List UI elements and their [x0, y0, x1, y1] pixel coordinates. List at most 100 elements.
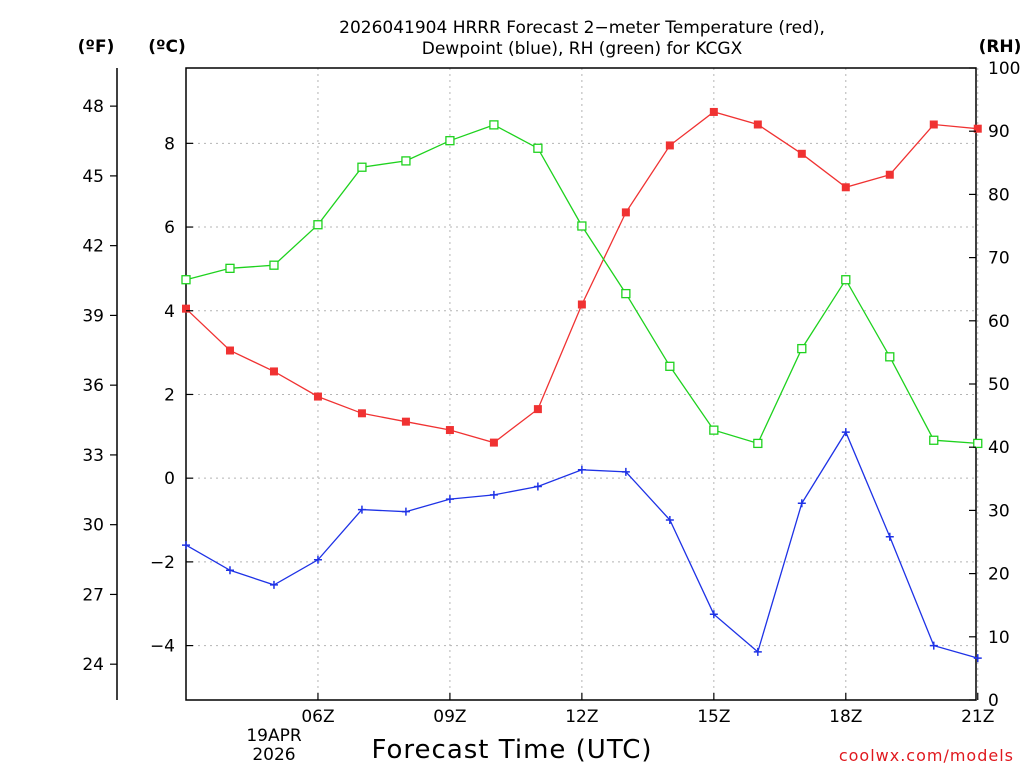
x-axis-label: Forecast Time (UTC) [371, 735, 652, 765]
rh-point-13 [621, 288, 631, 299]
2-meter-temperature-point-15 [709, 107, 718, 116]
tick-layer: 06Z 09Z 12Z 15Z 18Z 21Z86420−2−44845423936333… [82, 59, 1020, 727]
rh-tick-label-90: 90 [988, 122, 1010, 142]
dewpoint-point-12 [577, 465, 586, 474]
x-tick-label-09Z: 09Z [433, 707, 466, 727]
celsius-tick-label-4: 4 [164, 302, 175, 322]
dewpoint-point-8 [401, 507, 410, 516]
rh-tick-label-80: 80 [988, 185, 1010, 205]
fahrenheit-tick-label-24: 24 [82, 655, 104, 675]
dewpoint-point-15 [709, 610, 718, 619]
dewpoint-point-20 [929, 641, 938, 650]
2-meter-temperature-point-10 [489, 438, 498, 447]
rh-unit-label: (RH) [979, 37, 1022, 57]
celsius-tick-label--2: −2 [150, 553, 175, 573]
credit-label: coolwx.com/models [839, 746, 1014, 765]
2-meter-temperature-point-8 [401, 417, 410, 426]
celsius-unit-label: (ºC) [148, 37, 186, 57]
x-tick-label-06Z: 06Z [301, 707, 334, 727]
dewpoint-point-11 [533, 482, 542, 491]
2-meter-temperature-point-20 [929, 120, 938, 129]
2-meter-temperature-point-14 [665, 141, 674, 150]
dewpoint-point-13 [621, 467, 630, 476]
rh-tick-label-30: 30 [988, 501, 1010, 521]
dewpoint-point-14 [665, 516, 674, 525]
rh-point-21 [973, 438, 983, 449]
gridlines [186, 68, 979, 700]
rh-point-17 [797, 343, 807, 354]
plot-frame [185, 67, 977, 701]
date-label-line-2: 2026 [252, 745, 295, 765]
series-layer [181, 107, 983, 663]
rh-tick-label-20: 20 [988, 565, 1010, 585]
rh-point-20 [929, 435, 939, 445]
dewpoint-point-4 [225, 566, 234, 575]
2-meter-temperature-point-4 [225, 346, 234, 355]
dewpoint-point-17 [797, 499, 806, 508]
dewpoint-point-10 [489, 490, 498, 499]
x-tick-label-15Z: 15Z [697, 707, 730, 727]
chart-title-line-1: 2026041904 HRRR Forecast 2−meter Tempera… [339, 18, 825, 38]
rh-point-10 [489, 120, 499, 130]
2-meter-temperature-point-18 [841, 183, 850, 192]
dewpoint-point-19 [885, 532, 894, 541]
2-meter-temperature-point-6 [313, 392, 322, 401]
dewpoint-point-16 [753, 647, 762, 656]
2-meter-temperature-point-7 [357, 409, 366, 418]
rh-point-14 [665, 361, 675, 371]
x-tick-label-21Z: 21Z [961, 707, 994, 727]
rh-point-7 [357, 162, 367, 172]
2-meter-temperature-point-11 [533, 405, 542, 414]
2-meter-temperature-point-21 [973, 124, 982, 133]
dewpoint-point-5 [269, 580, 278, 589]
rh-point-5 [269, 260, 279, 270]
fahrenheit-tick-label-33: 33 [82, 446, 104, 466]
rh-tick-label-100: 100 [988, 59, 1020, 79]
2-meter-temperature-point-3 [182, 304, 190, 313]
rh-point-8 [401, 156, 411, 166]
celsius-tick-label-2: 2 [164, 385, 175, 405]
rh-tick-label-0: 0 [988, 691, 999, 711]
rh-tick-label-10: 10 [988, 628, 1010, 648]
fahrenheit-tick-label-27: 27 [82, 585, 104, 605]
celsius-tick-label--4: −4 [150, 637, 175, 657]
2-meter-temperature-point-12 [577, 300, 586, 309]
dewpoint-point-9 [445, 495, 454, 504]
dewpoint-point-6 [313, 555, 322, 564]
2-meter-temperature-point-16 [753, 120, 762, 129]
fahrenheit-tick-label-42: 42 [82, 237, 104, 257]
celsius-tick-label-0: 0 [164, 469, 175, 489]
celsius-tick-label-6: 6 [164, 218, 175, 238]
dewpoint-point-3 [182, 541, 190, 550]
fahrenheit-tick-label-30: 30 [82, 516, 104, 536]
rh-tick-label-70: 70 [988, 249, 1010, 269]
fahrenheit-tick-label-48: 48 [82, 97, 104, 117]
rh-tick-label-60: 60 [988, 312, 1010, 332]
rh-point-6 [313, 220, 323, 230]
fahrenheit-tick-label-39: 39 [82, 306, 104, 326]
rh-point-15 [709, 425, 719, 435]
2-meter-temperature-point-13 [621, 208, 630, 217]
dewpoint-point-7 [357, 505, 366, 514]
rh-tick-label-50: 50 [988, 375, 1010, 395]
rh-point-19 [885, 352, 895, 362]
rh-point-18 [841, 275, 851, 285]
dewpoint-point-21 [973, 654, 982, 663]
fahrenheit-unit-label: (ºF) [78, 37, 115, 57]
rh-point-16 [753, 438, 763, 449]
x-tick-label-18Z: 18Z [829, 707, 862, 727]
rh-point-11 [533, 143, 543, 153]
2-meter-temperature-point-5 [269, 367, 278, 376]
2-meter-temperature-point-9 [445, 426, 454, 435]
2-meter-temperature-point-17 [797, 149, 806, 158]
rh-point-12 [577, 221, 587, 231]
rh-point-4 [225, 263, 235, 273]
2-meter-temperature-point-19 [885, 170, 894, 179]
rh-point-3 [181, 275, 191, 285]
fahrenheit-tick-label-45: 45 [82, 167, 104, 187]
celsius-tick-label-8: 8 [164, 134, 175, 154]
rh-point-9 [445, 136, 455, 146]
date-label-line-1: 19APR [246, 726, 302, 746]
fahrenheit-tick-label-36: 36 [82, 376, 104, 396]
